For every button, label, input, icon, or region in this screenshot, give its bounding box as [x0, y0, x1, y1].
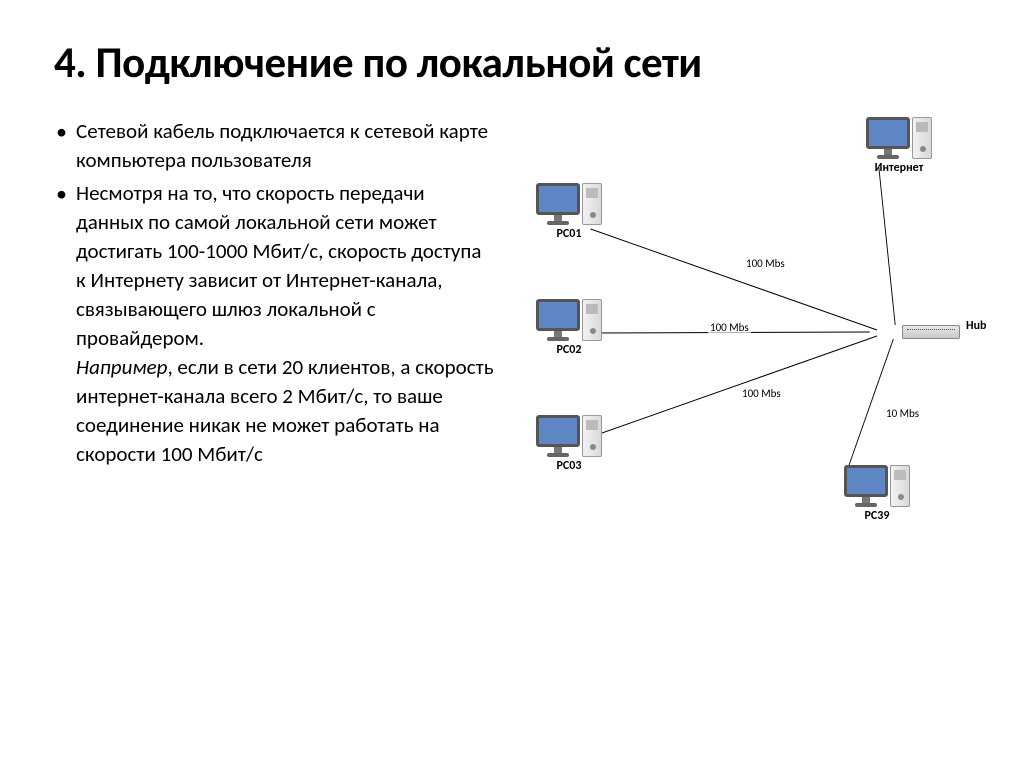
node-label: PC39 [832, 509, 922, 523]
bullet-text: Сетевой кабель подключается к сетевой ка… [76, 118, 488, 173]
text-column: Сетевой кабель подключается к сетевой ка… [54, 117, 494, 587]
bullet-list: Сетевой кабель подключается к сетевой ка… [54, 117, 494, 469]
wire [591, 336, 877, 437]
wire-label: 10 Mbs [884, 407, 921, 420]
pc-node-internet: Интернет [854, 117, 944, 175]
wire-label: 100 Mbs [740, 387, 783, 400]
hub-label: Hub [966, 319, 986, 333]
example-label: Например [76, 354, 167, 380]
computer-icon [524, 299, 614, 341]
wire [879, 167, 895, 325]
pc-node-pc01: PC01 [524, 183, 614, 241]
slide: 4. Подключение по локальной сети Сетевой… [0, 0, 1024, 767]
hub-icon [902, 325, 960, 339]
slide-title: 4. Подключение по локальной сети [54, 36, 970, 89]
computer-icon [524, 183, 614, 225]
node-label: PC03 [524, 459, 614, 473]
bullet-item: Сетевой кабель подключается к сетевой ка… [54, 117, 494, 175]
pc-node-pc03: PC03 [524, 415, 614, 473]
network-diagram: ИнтернетPC01PC02PC03PC39Hub100 Mbs100 Mb… [514, 117, 970, 587]
wire-label: 100 Mbs [708, 321, 751, 334]
node-label: Интернет [854, 161, 944, 175]
pc-node-pc39: PC39 [832, 465, 922, 523]
content-row: Сетевой кабель подключается к сетевой ка… [54, 117, 970, 587]
computer-icon [524, 415, 614, 457]
bullet-text: Несмотря на то, что скорость передачи да… [76, 180, 481, 351]
computer-icon [832, 465, 922, 507]
bullet-item: Несмотря на то, что скорость передачи да… [54, 179, 494, 469]
node-label: PC01 [524, 227, 614, 241]
wire [591, 229, 877, 330]
pc-node-pc02: PC02 [524, 299, 614, 357]
wire-label: 100 Mbs [744, 257, 787, 270]
computer-icon [854, 117, 944, 159]
node-label: PC02 [524, 343, 614, 357]
